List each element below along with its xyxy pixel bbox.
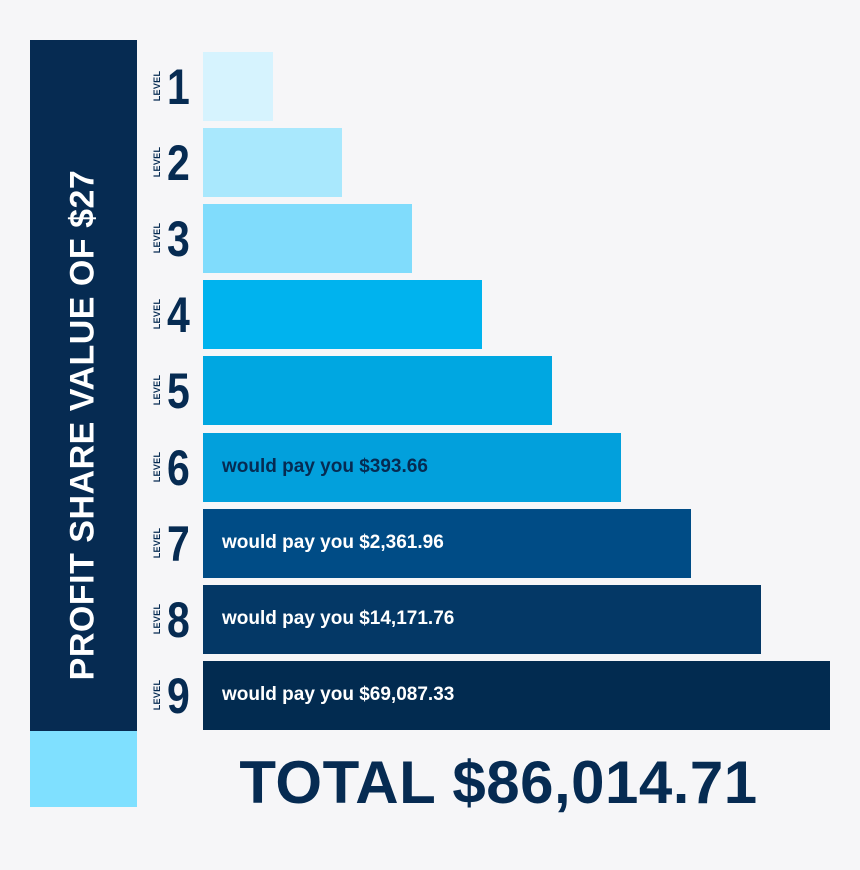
level-label-8: LEVEL 8 [142, 584, 202, 654]
level-word: LEVEL [152, 375, 162, 406]
side-banner: PROFIT SHARE VALUE OF $27 [30, 40, 137, 731]
level-label-1: LEVEL 1 [142, 51, 202, 121]
level-word: LEVEL [152, 603, 162, 634]
level-label-3: LEVEL 3 [142, 203, 202, 273]
level-bar-2 [203, 128, 342, 198]
bar-label-6: would pay you $393.66 [222, 456, 428, 477]
level-word: LEVEL [152, 679, 162, 711]
level-label-6: LEVEL 6 [142, 432, 202, 502]
level-number: 4 [167, 287, 190, 344]
level-bar-9: would pay you $69,087.33 [203, 660, 830, 730]
level-bar-5 [203, 356, 552, 426]
level-word: LEVEL [152, 527, 162, 558]
level-bar-3 [203, 204, 412, 274]
level-label-4: LEVEL 4 [142, 279, 202, 349]
level-word: LEVEL [152, 299, 162, 330]
bar-label-7: would pay you $2,361.96 [222, 532, 444, 554]
level-word: LEVEL [152, 146, 162, 178]
level-number: 2 [167, 135, 190, 192]
side-title: PROFIT SHARE VALUE OF $27 [63, 169, 102, 681]
level-word: LEVEL [152, 222, 162, 254]
level-number: 6 [167, 439, 190, 496]
bar-label-9: would pay you $69,087.33 [222, 684, 455, 706]
total-amount: TOTAL $86,014.71 [239, 749, 758, 816]
bar-label-8: would pay you $14,171.76 [222, 608, 455, 630]
level-label-2: LEVEL 2 [142, 127, 202, 197]
side-accent-block [30, 731, 137, 807]
level-word: LEVEL [152, 451, 162, 482]
level-bar-1 [203, 52, 273, 121]
level-number: 8 [167, 591, 190, 648]
level-number: 1 [167, 59, 190, 115]
level-bar-6: would pay you $393.66 [203, 432, 621, 502]
level-bar-4 [203, 280, 482, 350]
level-number: 7 [167, 515, 190, 572]
level-number: 3 [167, 211, 190, 268]
level-number: 5 [167, 363, 190, 420]
level-word: LEVEL [152, 70, 162, 102]
level-bar-8: would pay you $14,171.76 [203, 584, 761, 654]
level-label-7: LEVEL 7 [142, 508, 202, 578]
level-bar-7: would pay you $2,361.96 [203, 508, 691, 578]
level-label-5: LEVEL 5 [142, 355, 202, 425]
level-label-9: LEVEL 9 [142, 660, 202, 730]
level-number: 9 [167, 667, 190, 724]
